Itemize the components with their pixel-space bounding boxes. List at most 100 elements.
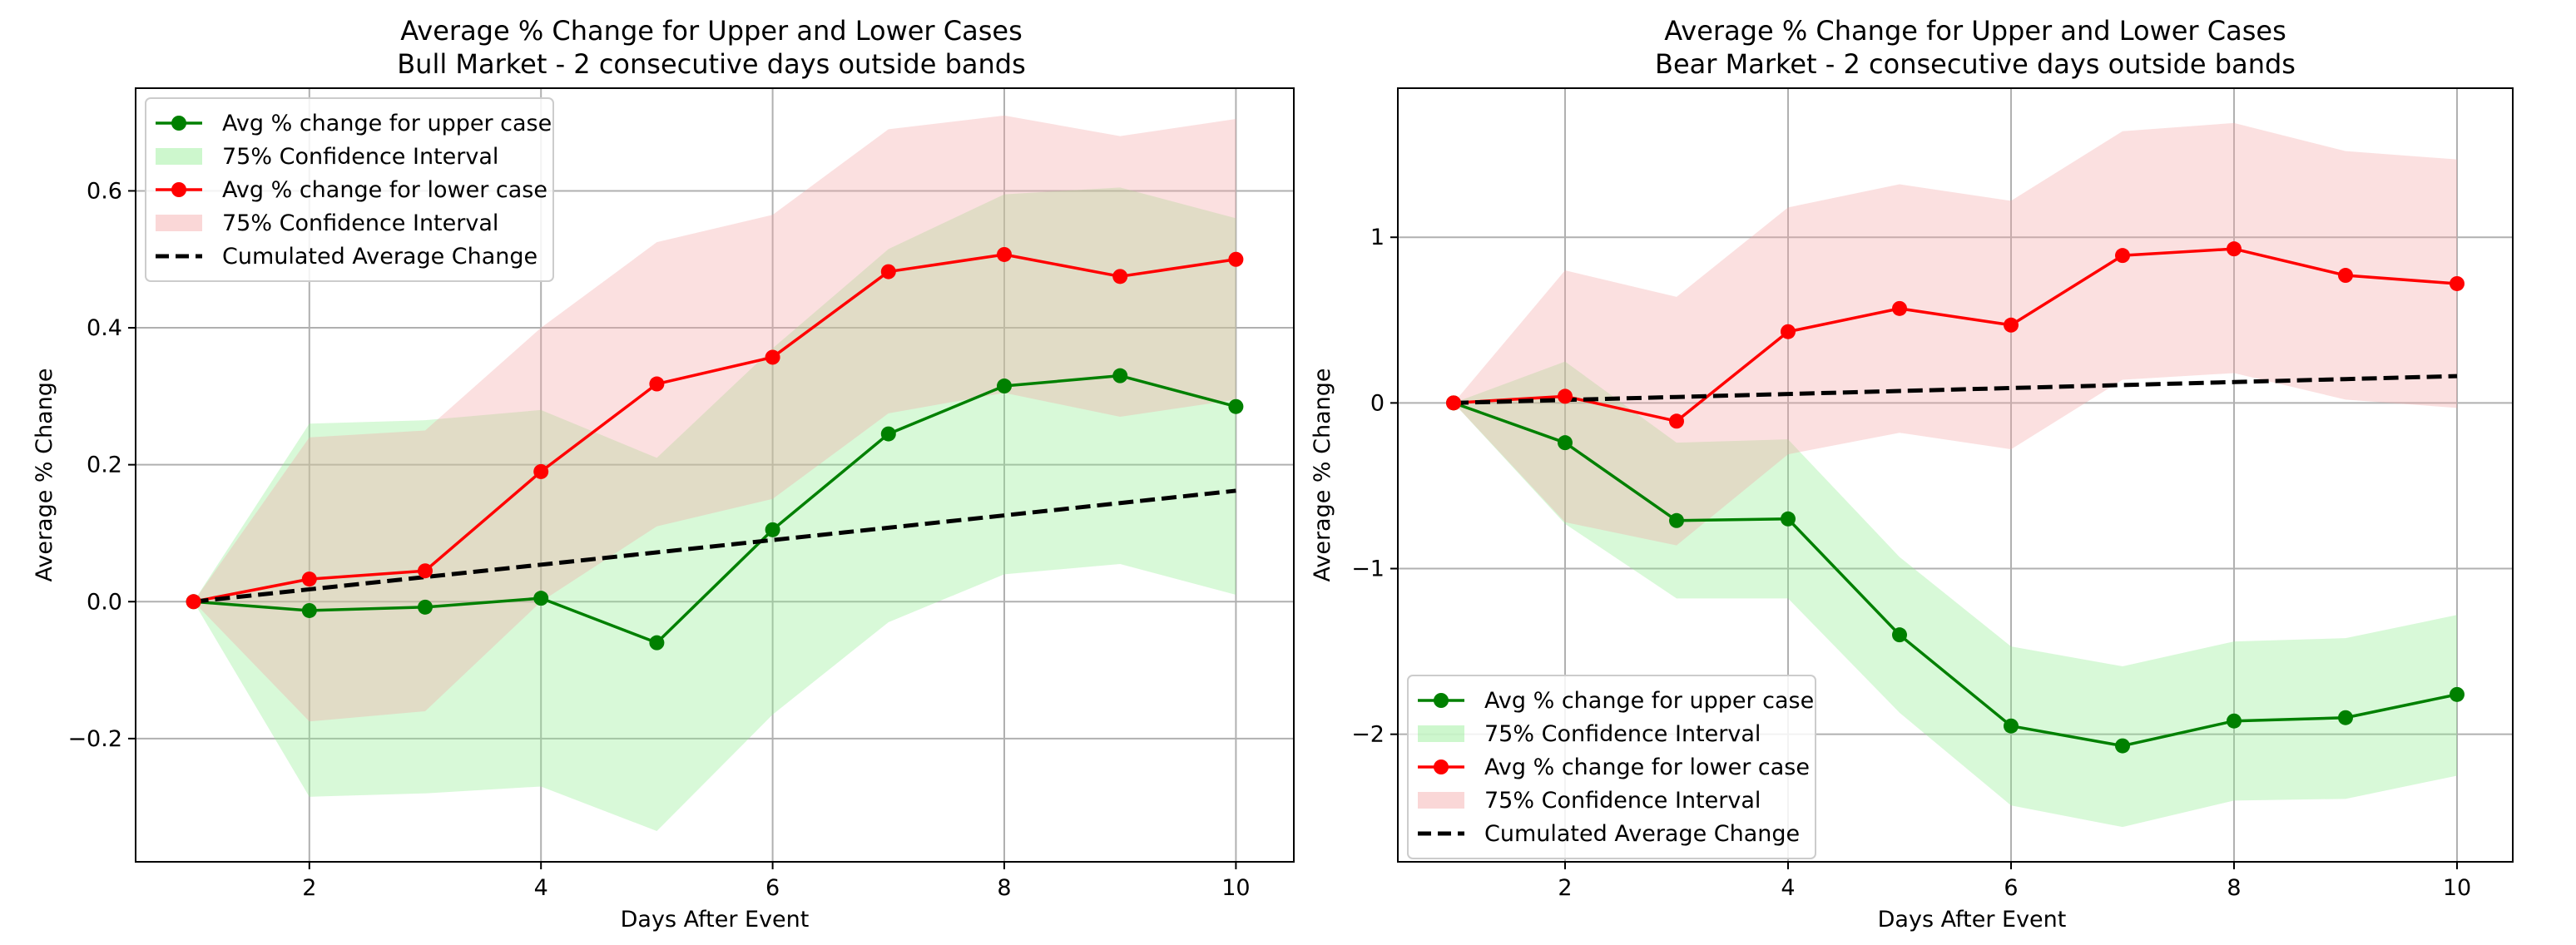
data-point (2227, 713, 2242, 729)
legend-marker (171, 116, 186, 131)
x-tick-label: 2 (302, 875, 316, 901)
x-tick-label: 10 (1221, 875, 1250, 901)
data-point (1669, 413, 1684, 429)
x-tick-label: 4 (534, 875, 548, 901)
data-point (301, 571, 317, 587)
data-point (1446, 395, 1461, 411)
data-point (880, 264, 896, 280)
legend-label: 75% Confidence Interval (1484, 788, 1761, 814)
chart-title: Average % Change for Upper and Lower Cas… (1664, 15, 2286, 47)
x-tick-label: 6 (2004, 875, 2018, 901)
legend-patch (156, 215, 202, 231)
confidence-bands (193, 115, 1236, 831)
data-point (1558, 435, 1573, 451)
series-markers (1446, 241, 2465, 754)
chart-subtitle: Bear Market - 2 consecutive days outside… (1655, 48, 2296, 80)
data-point (533, 463, 549, 479)
data-point (765, 522, 780, 537)
confidence-band (193, 187, 1236, 831)
x-tick-label: 6 (765, 875, 780, 901)
legend-patch (1418, 792, 1464, 809)
series-markers (186, 246, 1244, 651)
legend: Avg % change for upper case 75% Confidenc… (1407, 675, 1816, 859)
data-point (2338, 710, 2353, 725)
y-tick-label: 0.0 (87, 589, 122, 615)
data-point (997, 246, 1012, 262)
tick-labels: 2 4 6 8 10 −0.2 0.0 0.2 0.4 0.6 (67, 178, 1250, 901)
data-point (418, 563, 433, 579)
data-point (880, 426, 896, 442)
y-tick-label: −0.2 (67, 726, 122, 752)
y-tick-label: −2 (1351, 722, 1385, 748)
legend-label: 75% Confidence Interval (1484, 721, 1761, 747)
series-line (193, 374, 1236, 645)
legend-label: Cumulated Average Change (1484, 821, 1800, 847)
plot-frame (135, 87, 1295, 863)
data-point (1892, 627, 1907, 643)
bear-market-chart: Average % Change for Upper and Lower Cas… (1310, 15, 2514, 933)
series-line (1453, 401, 2458, 748)
confidence-bands (1454, 122, 2457, 828)
data-point (649, 376, 665, 392)
legend-label: Avg % change for upper case (1484, 688, 1814, 714)
data-point (649, 635, 665, 651)
legend-label: Avg % change for lower case (1484, 755, 1810, 780)
bull-market-chart: Average % Change for Upper and Lower Cas… (32, 15, 1295, 933)
data-point (2004, 718, 2019, 734)
data-point (2338, 268, 2353, 284)
data-point (533, 591, 549, 606)
data-point (2227, 241, 2242, 257)
confidence-band (1454, 361, 2457, 828)
chart-subtitle: Bull Market - 2 consecutive days outside… (397, 48, 1026, 80)
x-tick-label: 10 (2443, 875, 2471, 901)
legend-label: Avg % change for upper case (222, 111, 552, 136)
legend-label: Avg % change for lower case (222, 177, 547, 203)
y-tick-label: 1 (1370, 225, 1385, 250)
series-line (1453, 374, 2458, 405)
legend-label: Cumulated Average Change (222, 244, 537, 270)
x-axis-label: Days After Event (621, 907, 810, 933)
data-point (1781, 324, 1796, 339)
data-point (1781, 511, 1796, 527)
legend: Avg % change for upper case 75% Confidenc… (145, 97, 554, 282)
plot-frame (1397, 87, 2514, 863)
series-line (193, 488, 1236, 604)
legend-marker (1434, 759, 1449, 774)
data-point (2115, 248, 2130, 264)
data-point (1112, 269, 1128, 284)
data-point (301, 602, 317, 618)
y-tick-label: 0.6 (87, 178, 122, 204)
data-point (1228, 251, 1244, 267)
x-axis-label: Days After Event (1878, 907, 2067, 933)
series-line (193, 253, 1236, 603)
y-tick-label: −1 (1351, 557, 1385, 582)
series-line (1453, 247, 2458, 423)
x-tick-label: 4 (1781, 875, 1795, 901)
y-tick-label: 0 (1370, 390, 1385, 416)
data-point (1669, 512, 1684, 528)
y-tick-label: 0.2 (87, 453, 122, 478)
legend-label: 75% Confidence Interval (222, 144, 498, 170)
data-point (1112, 368, 1128, 383)
data-point (1558, 388, 1573, 404)
data-point (1892, 300, 1907, 316)
series-lines (193, 253, 1236, 645)
chart-title: Average % Change for Upper and Lower Cas… (400, 15, 1022, 47)
data-point (765, 349, 780, 365)
data-point (997, 378, 1012, 394)
data-point (2004, 317, 2019, 333)
series-lines (1453, 247, 2458, 748)
tick-labels: 2 4 6 8 10 −2 −1 0 1 (1351, 225, 2471, 901)
data-point (418, 599, 433, 615)
legend-marker (1434, 693, 1449, 708)
data-point (1228, 398, 1244, 414)
y-tick-label: 0.4 (87, 315, 122, 341)
legend-patch (156, 148, 202, 165)
data-point (2450, 275, 2465, 291)
legend-box (1407, 675, 1816, 859)
confidence-band (193, 115, 1236, 722)
confidence-band (1454, 122, 2457, 546)
legend-patch (1418, 725, 1464, 742)
data-point (2115, 738, 2130, 754)
